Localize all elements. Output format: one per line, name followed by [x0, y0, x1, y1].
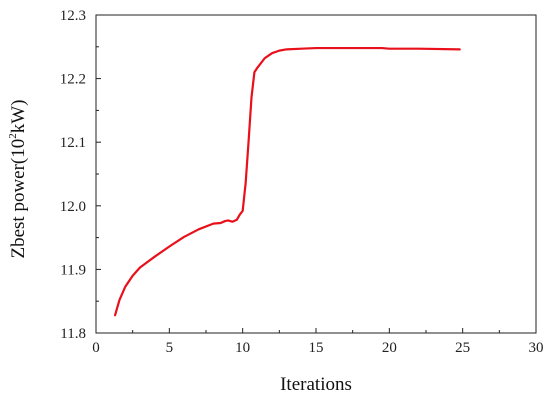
x-tick-label: 5 — [166, 340, 174, 356]
y-tick-label: 12.3 — [60, 8, 86, 24]
y-tick-label: 12.2 — [60, 72, 86, 88]
plot-area-frame — [95, 14, 537, 334]
y-axis-title-superscript: 2 — [7, 133, 19, 139]
series-line-0 — [113, 46, 461, 317]
x-tick-label: 20 — [382, 340, 397, 356]
y-axis-title: Zbest power(102kW) — [7, 99, 29, 258]
y-tick-label: 11.8 — [60, 326, 86, 342]
plot-frame — [95, 14, 537, 334]
x-tick-label: 30 — [529, 340, 544, 356]
x-tick-label: 10 — [235, 340, 250, 356]
y-tick-label: 12.1 — [60, 135, 86, 151]
x-tick-label: 25 — [455, 340, 470, 356]
y-tick-label: 12.0 — [60, 199, 86, 215]
y-tick-label: 11.9 — [60, 262, 86, 278]
x-tick-label: 0 — [92, 340, 100, 356]
x-axis-title: Iterations — [280, 374, 352, 395]
y-axis-title-suffix: kW) — [8, 99, 29, 133]
axis-ticks — [95, 14, 537, 334]
series-group — [113, 46, 461, 317]
tick-labels: 0 5 10 15 20 25 30 11.8 11.9 12.0 12.1 12.2 12.3 — [60, 8, 544, 356]
x-tick-label: 15 — [309, 340, 324, 356]
y-axis-title-prefix: Zbest power(10 — [8, 139, 29, 259]
